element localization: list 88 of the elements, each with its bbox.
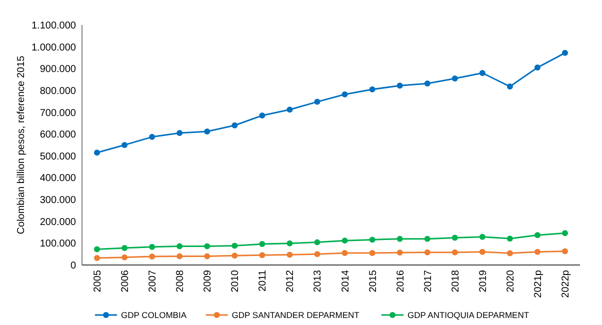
x-tick-label: 2011 (258, 270, 269, 292)
y-tick-label: 200.000 (40, 216, 76, 228)
point (479, 234, 486, 240)
point (506, 236, 513, 242)
y-tick-label: 800.000 (40, 86, 76, 97)
point (396, 82, 403, 89)
y-tick-label: 0 (70, 260, 76, 272)
point (204, 128, 210, 134)
point (286, 240, 293, 246)
point (396, 236, 403, 242)
point (424, 249, 430, 256)
point (369, 236, 376, 243)
point (562, 230, 568, 236)
point (122, 244, 128, 251)
point (204, 253, 210, 260)
point (314, 98, 320, 105)
point (479, 248, 486, 255)
point (149, 134, 156, 140)
x-tick-label: 2016 (395, 270, 406, 292)
point (259, 112, 266, 119)
point (342, 238, 348, 244)
point (232, 242, 238, 249)
point (176, 130, 183, 136)
point (342, 250, 348, 256)
x-tick-label: 2015 (368, 270, 379, 292)
point (369, 250, 376, 256)
y-tick-label: 100.000 (40, 238, 76, 250)
y-tick-label: 500.000 (40, 151, 76, 162)
point (94, 246, 100, 252)
x-tick-label: 2022p (560, 270, 572, 298)
point (479, 70, 486, 76)
point (232, 122, 238, 128)
y-tick-label: 600.000 (40, 130, 76, 141)
point (149, 253, 156, 260)
point (396, 250, 403, 256)
point (314, 239, 320, 246)
point (452, 234, 458, 241)
x-tick-label: 2005 (92, 270, 104, 292)
y-tick-label: 1.100.000 (32, 20, 76, 32)
point (424, 236, 430, 242)
y-tick-label: 700.000 (40, 108, 76, 119)
point (506, 250, 513, 256)
point (534, 232, 540, 238)
legend-label: GDP SANTANDER DEPARMENT (232, 310, 360, 320)
y-tick-label: 1.000.000 (32, 42, 76, 54)
point (506, 84, 513, 90)
y-tick-label: 900.000 (40, 64, 76, 76)
point (342, 91, 348, 98)
point (122, 142, 128, 148)
point (534, 64, 540, 71)
x-tick-label: 2009 (202, 270, 214, 292)
point (314, 251, 320, 258)
x-tick-label: 2007 (148, 270, 159, 292)
point (562, 248, 568, 254)
x-tick-label: 2012 (285, 270, 296, 292)
legend-label: GDP COLOMBIA (121, 310, 187, 320)
legend-label: GDP ANTIOQUIA DEPARMENT (408, 310, 530, 320)
point (369, 86, 376, 92)
point (562, 50, 568, 56)
y-tick-label: 300.000 (40, 195, 76, 206)
point (452, 75, 458, 82)
x-tick-label: 2020 (505, 270, 516, 292)
x-tick-label: 2010 (230, 270, 242, 292)
point (122, 254, 128, 260)
x-tick-label: 2021p (532, 270, 544, 298)
x-tick-label: 2018 (450, 270, 462, 292)
point (176, 253, 183, 260)
y-tick-label: 400.000 (40, 173, 76, 184)
point (286, 106, 293, 113)
point (94, 150, 100, 156)
point (452, 249, 458, 256)
point (94, 255, 100, 262)
x-tick-label: 2006 (120, 270, 132, 292)
point (232, 252, 238, 259)
x-tick-label: 2019 (478, 270, 489, 292)
y-axis-title: Colombian billion pesos, reference 2015 (16, 55, 27, 234)
point (204, 243, 210, 250)
point (149, 244, 156, 250)
point (424, 80, 430, 86)
point (286, 252, 293, 258)
x-tick-label: 2013 (312, 270, 324, 292)
point (176, 243, 183, 250)
x-tick-label: 2014 (340, 270, 352, 292)
x-tick-label: 2008 (175, 270, 186, 292)
point (259, 252, 266, 258)
point (259, 241, 266, 248)
x-tick-label: 2017 (422, 270, 434, 292)
point (534, 248, 540, 255)
